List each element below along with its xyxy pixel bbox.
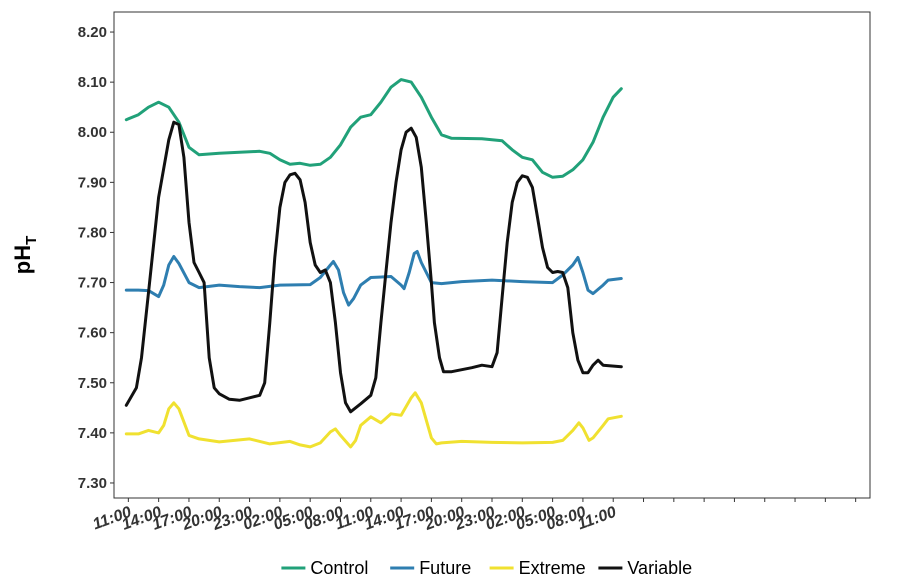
y-tick-label: 7.40: [78, 425, 107, 442]
legend: Control Future Extreme Variable: [281, 558, 692, 578]
y-tick-label: 8.10: [78, 74, 107, 91]
y-axis: 7.30 7.40 7.50 7.60 7.70 7.80 7.90 8.00 8.10 8.20: [78, 24, 114, 492]
y-tick-label: 7.70: [78, 275, 107, 292]
legend-label-extreme: Extreme: [519, 558, 586, 578]
y-tick-label: 7.50: [78, 375, 107, 392]
y-tick-label: 7.30: [78, 475, 107, 492]
plot-panel: [113, 11, 871, 499]
series-layer: [124, 78, 623, 449]
y-tick-label: 7.80: [78, 224, 107, 241]
y-axis-title: pHT: [10, 236, 40, 275]
series-line-variable: [124, 120, 623, 414]
y-axis-title-subscript: T: [23, 236, 40, 245]
legend-label-control: Control: [310, 558, 368, 578]
y-tick-label: 7.90: [78, 174, 107, 191]
series-line-extreme: [124, 391, 623, 449]
legend-label-variable: Variable: [627, 558, 692, 578]
series-line-control: [124, 78, 623, 179]
y-tick-label: 8.00: [78, 124, 107, 141]
series-line-future: [124, 250, 623, 307]
y-tick-label: 7.60: [78, 325, 107, 342]
y-axis-title-main: pH: [10, 245, 35, 274]
legend-label-future: Future: [419, 558, 471, 578]
y-tick-label: 8.20: [78, 24, 107, 41]
